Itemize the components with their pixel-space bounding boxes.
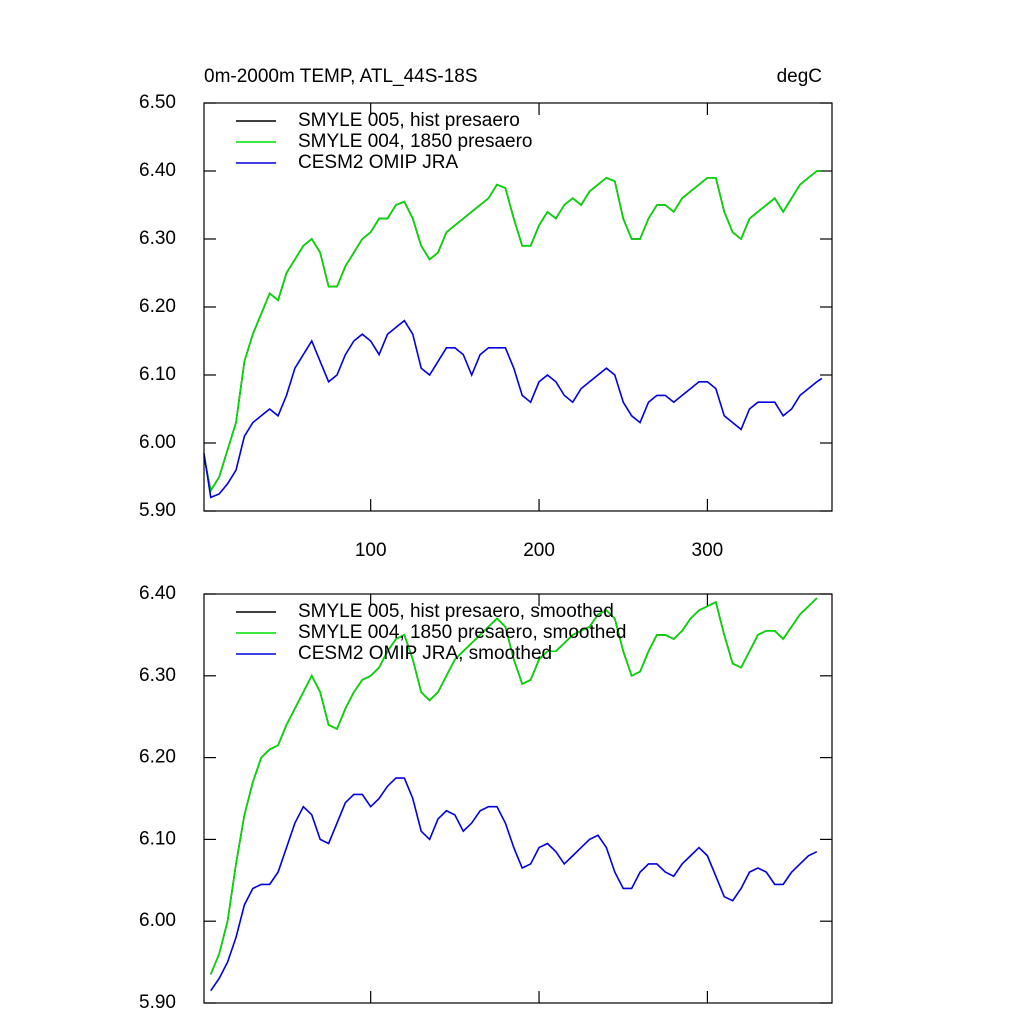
y-tick-label: 6.30 [139, 228, 176, 249]
series-line [209, 597, 818, 975]
y-tick-label: 6.50 [139, 92, 176, 113]
series-line [210, 777, 818, 992]
y-tick-label: 6.20 [139, 296, 176, 317]
y-tick-label: 6.20 [139, 747, 176, 768]
y-tick-label: 5.90 [139, 500, 176, 521]
y-tick-label: 6.00 [139, 432, 176, 453]
legend-label: CESM2 OMIP JRA [298, 152, 458, 173]
units-label: degC [777, 66, 822, 87]
x-tick-label: 200 [523, 540, 555, 561]
chart-title: 0m-2000m TEMP, ATL_44S-18S [204, 66, 478, 87]
legend-label: SMYLE 005, hist presaero [298, 110, 520, 131]
y-tick-label: 6.30 [139, 665, 176, 686]
series-line [203, 319, 823, 499]
y-tick-label: 6.10 [139, 828, 176, 849]
y-tick-label: 6.40 [139, 583, 176, 604]
legend-label: CESM2 OMIP JRA, smoothed [298, 643, 552, 664]
plot-frame [203, 102, 833, 512]
y-tick-label: 6.00 [139, 910, 176, 931]
legend-label: SMYLE 004, 1850 presaero [298, 131, 533, 152]
y-tick-label: 5.90 [139, 992, 176, 1013]
x-tick-label: 100 [355, 540, 387, 561]
legend-label: SMYLE 004, 1850 presaero, smoothed [298, 622, 626, 643]
y-tick-label: 6.40 [139, 160, 176, 181]
series-line [203, 170, 822, 493]
y-tick-label: 6.10 [139, 364, 176, 385]
x-tick-label: 300 [692, 540, 724, 561]
legend-label: SMYLE 005, hist presaero, smoothed [298, 601, 614, 622]
plot-frame [203, 593, 833, 1004]
series-line [203, 170, 822, 493]
